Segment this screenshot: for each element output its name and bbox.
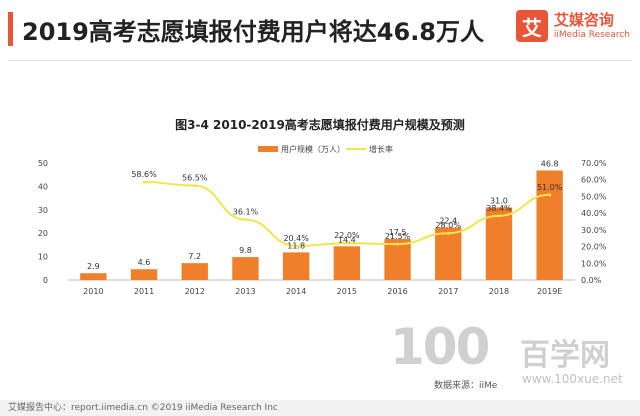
source-note: 数据来源：iiMe bbox=[434, 381, 498, 391]
y-left-tick-label: 40 bbox=[38, 182, 48, 191]
x-tick-label: 2013 bbox=[235, 287, 255, 296]
growth-rate-label: 58.6% bbox=[131, 170, 157, 179]
growth-rate-point bbox=[345, 241, 349, 245]
bar-value-label: 2.9 bbox=[87, 262, 100, 271]
chart-title: 图3-4 2010-2019高考志愿填报付费用户规模及预测 bbox=[175, 118, 465, 132]
growth-rate-point bbox=[243, 218, 247, 222]
y-right-tick-label: 10.0% bbox=[581, 259, 607, 268]
x-tick-label: 2012 bbox=[185, 287, 205, 296]
bar-2011 bbox=[130, 269, 158, 280]
bar-2018 bbox=[485, 207, 513, 280]
y-left-tick-label: 50 bbox=[38, 159, 48, 168]
growth-rate-point bbox=[548, 193, 552, 197]
logo-name-en: iiMedia Research bbox=[553, 29, 630, 40]
growth-rate-point bbox=[142, 180, 146, 184]
growth-rate-point bbox=[294, 244, 298, 248]
x-tick-label: 2017 bbox=[438, 287, 458, 296]
y-right-tick-label: 30.0% bbox=[581, 226, 607, 235]
x-tick-label: 2011 bbox=[134, 287, 154, 296]
bar-value-label: 22.4 bbox=[439, 217, 457, 226]
y-right-tick-label: 0.0% bbox=[581, 276, 602, 285]
bar-2017 bbox=[435, 227, 462, 280]
bar-2014 bbox=[282, 252, 310, 280]
y-left-tick-label: 0 bbox=[43, 276, 48, 285]
legend-bar-swatch bbox=[258, 146, 278, 152]
chart-legend: 用户规模（万人） 增长率 bbox=[258, 144, 393, 154]
x-tick-label: 2016 bbox=[387, 287, 407, 296]
brand-logo: 艾 艾媒咨询 iiMedia Research bbox=[515, 10, 630, 42]
bar-value-label: 9.8 bbox=[239, 246, 252, 255]
bar-value-label: 4.6 bbox=[138, 258, 151, 267]
footer-bar: 艾媒报告中心：report.iimedia.cn ©2019 iiMedia R… bbox=[0, 400, 640, 416]
header-divider bbox=[8, 60, 632, 61]
growth-rate-label: 28.0% bbox=[436, 221, 462, 230]
y-left-tick-label: 30 bbox=[38, 206, 48, 215]
bar-value-label: 7.2 bbox=[188, 252, 201, 261]
bar-2015 bbox=[333, 246, 361, 280]
bar-value-label: 11.8 bbox=[287, 241, 305, 250]
growth-rate-label: 51.0% bbox=[537, 183, 563, 192]
x-tick-label: 2015 bbox=[337, 287, 357, 296]
growth-rate-point bbox=[497, 214, 501, 218]
bar-2012 bbox=[181, 263, 208, 280]
x-tick-label: 2019E bbox=[537, 287, 562, 296]
y-left-tick-label: 10 bbox=[38, 253, 48, 262]
watermark-number: 100 bbox=[390, 318, 490, 376]
growth-rate-label: 36.1% bbox=[233, 208, 259, 217]
growth-rate-point bbox=[396, 242, 400, 246]
x-tick-label: 2018 bbox=[489, 287, 509, 296]
logo-mark-icon: 艾 bbox=[515, 10, 548, 42]
growth-rate-label: 21.5% bbox=[385, 232, 411, 241]
bar-value-label: 14.4 bbox=[338, 235, 356, 244]
bar-2010 bbox=[80, 273, 107, 280]
watermark-text: 百学网 bbox=[520, 338, 610, 373]
legend-bar-label: 用户规模（万人） bbox=[281, 144, 345, 154]
bar-2019E bbox=[536, 170, 563, 280]
watermark-url: www.100xue.net bbox=[522, 372, 623, 386]
growth-rate-label: 22.0% bbox=[334, 231, 360, 240]
y-right-tick-label: 20.0% bbox=[581, 243, 607, 252]
logo-name-cn: 艾媒咨询 bbox=[553, 10, 614, 29]
growth-rate-label: 20.4% bbox=[283, 234, 309, 243]
y-left-tick-label: 20 bbox=[38, 229, 48, 238]
growth-rate-label: 38.4% bbox=[486, 204, 512, 213]
bar-2016 bbox=[384, 239, 411, 280]
bar-2013 bbox=[232, 257, 259, 280]
growth-rate-point bbox=[446, 231, 450, 235]
y-right-tick-label: 40.0% bbox=[581, 209, 607, 218]
y-right-tick-label: 60.0% bbox=[581, 176, 607, 185]
growth-rate-label: 56.5% bbox=[182, 174, 208, 183]
header-accent-bar bbox=[8, 12, 13, 46]
page-title: 2019高考志愿填报付费用户将达46.8万人 bbox=[22, 18, 485, 46]
x-tick-label: 2014 bbox=[286, 287, 306, 296]
y-right-tick-label: 50.0% bbox=[581, 192, 607, 201]
x-tick-label: 2010 bbox=[83, 287, 103, 296]
bar-value-label: 31.0 bbox=[490, 196, 508, 205]
legend-line-label: 增长率 bbox=[369, 144, 393, 154]
growth-rate-point bbox=[193, 184, 197, 188]
bar-value-label: 17.5 bbox=[389, 228, 407, 237]
bar-value-label: 46.8 bbox=[541, 159, 559, 168]
logo-text: 艾媒咨询 iiMedia Research bbox=[553, 10, 630, 41]
y-right-tick-label: 70.0% bbox=[581, 159, 607, 168]
